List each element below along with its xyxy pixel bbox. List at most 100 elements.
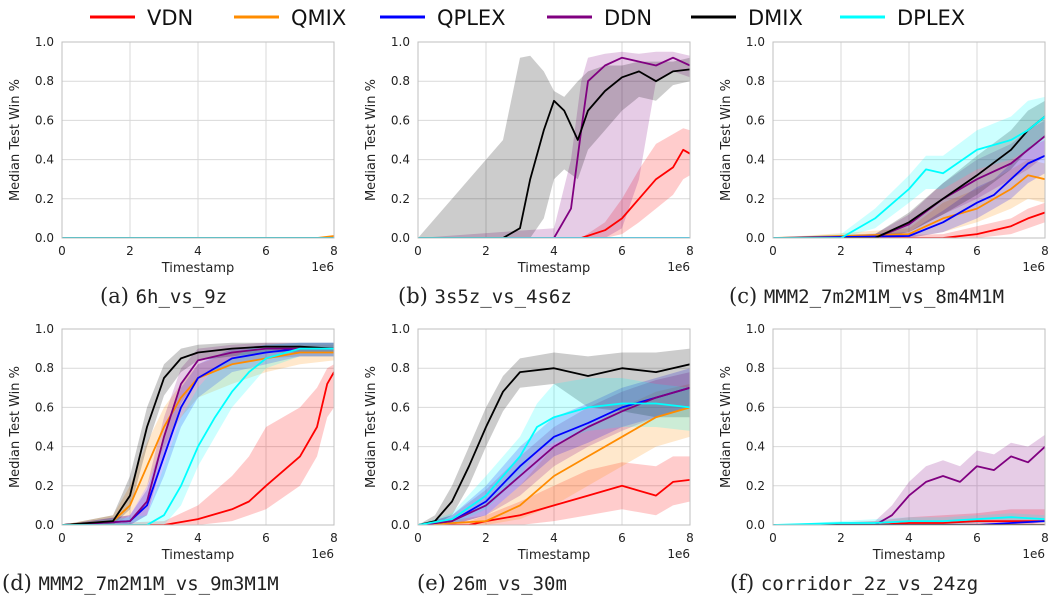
series-line-vdn	[418, 479, 690, 525]
band-qplex	[773, 140, 1045, 238]
plot-frame	[417, 41, 691, 239]
series-line-dmix	[62, 345, 334, 525]
y-tick-label: 0.0	[35, 231, 54, 245]
x-tick-label: 2	[482, 244, 490, 258]
x-tick-label: 2	[482, 531, 490, 545]
legend-label: VDN	[147, 6, 193, 30]
series-line-dplex	[418, 402, 690, 525]
y-tick-label: 0.0	[35, 518, 54, 532]
x-tick-label: 0	[414, 244, 422, 258]
chart-panel-e: 0.0 0.2 0.4 0.6 0.8 1.0 0 2 4 6 8 Timestamp Median T…	[364, 322, 694, 563]
y-tick-label: 0.2	[35, 192, 54, 206]
x-axis-label: Timestamp	[517, 548, 591, 563]
y-tick-label: 1.0	[35, 35, 54, 49]
y-tick-label: 1.0	[391, 322, 410, 336]
series-line-ddn	[773, 445, 1045, 525]
series-line-ddn	[418, 56, 690, 238]
x-tick-label: 8	[330, 531, 338, 545]
y-tick-label: 0.8	[391, 74, 410, 88]
band-dmix	[773, 100, 1045, 238]
y-tick-label: 0.4	[35, 153, 54, 167]
series-line-vdn	[62, 371, 334, 525]
series-line-qmix	[62, 351, 334, 525]
x-tick-label: 6	[973, 244, 981, 258]
caption-a-label: (a)	[100, 284, 129, 308]
x-tick-label: 4	[550, 531, 558, 545]
legend-label: QMIX	[291, 6, 346, 30]
x-tick-label: 8	[330, 244, 338, 258]
x-tick-label: 0	[58, 531, 66, 545]
y-axis-label: Median Test Win %	[719, 79, 734, 201]
plot-frame	[417, 328, 691, 526]
plot-frame	[772, 41, 1046, 239]
plot-area	[62, 235, 334, 238]
caption-a-map: 6h_vs_9z	[135, 286, 228, 308]
series-line-dmix	[418, 68, 690, 238]
plot-area	[773, 96, 1045, 238]
legend-item-vdn: VDN	[90, 6, 193, 30]
series-line-qplex	[418, 386, 690, 525]
series-line-vdn	[773, 520, 1045, 525]
y-tick-label: 1.0	[746, 35, 765, 49]
x-tick-label: 2	[126, 244, 134, 258]
chart-panel-c: 0.0 0.2 0.4 0.6 0.8 1.0 0 2 4 6 8 Timestamp Median T…	[719, 35, 1049, 276]
x-tick-label: 2	[126, 531, 134, 545]
band-ddn	[418, 51, 690, 238]
band-dmix	[418, 55, 690, 238]
y-axis-label: Median Test Win %	[719, 366, 734, 488]
x-axis-multiplier: 1e6	[667, 260, 690, 274]
x-tick-label: 8	[686, 531, 694, 545]
y-tick-label: 0.6	[35, 113, 54, 127]
caption-d-label: (d)	[2, 571, 32, 595]
plot-area	[773, 434, 1045, 525]
caption-c-map: MMM2_7m2M1M_vs_8m4M1M	[763, 286, 1005, 308]
y-tick-label: 0.8	[746, 74, 765, 88]
y-tick-label: 0.8	[746, 361, 765, 375]
y-tick-label: 0.6	[391, 113, 410, 127]
caption-a: (a) 6h_vs_9z	[100, 284, 227, 308]
caption-c: (c) MMM2_7m2M1M_vs_8m4M1M	[729, 284, 1004, 308]
x-axis-multiplier: 1e6	[311, 260, 334, 274]
series-line-dmix	[418, 363, 690, 525]
x-axis-label: Timestamp	[161, 548, 235, 563]
x-tick-label: 8	[1041, 244, 1049, 258]
x-tick-label: 0	[58, 244, 66, 258]
x-tick-label: 6	[618, 531, 626, 545]
series-line-qmix	[62, 235, 334, 238]
caption-f: (f) corridor_2z_vs_24zg	[730, 571, 978, 595]
x-tick-label: 6	[618, 244, 626, 258]
legend-item-ddn: DDN	[547, 6, 652, 30]
y-tick-label: 0.6	[35, 400, 54, 414]
x-axis-multiplier: 1e6	[1022, 547, 1045, 561]
y-axis-label: Median Test Win %	[8, 79, 23, 201]
y-tick-label: 0.0	[746, 231, 765, 245]
y-tick-label: 0.2	[746, 479, 765, 493]
caption-e: (e) 26m_vs_30m	[417, 571, 567, 595]
series-line-vdn	[773, 211, 1045, 238]
y-tick-label: 0.2	[35, 479, 54, 493]
y-tick-label: 0.2	[391, 479, 410, 493]
band-vdn	[773, 202, 1045, 238]
series-line-ddn	[418, 386, 690, 525]
series-line-ddn	[62, 347, 334, 525]
legend-label: DDN	[604, 6, 652, 30]
series-line-qmix	[418, 406, 690, 525]
chart-panel-f: 0.0 0.2 0.4 0.6 0.8 1.0 0 2 4 6 8 Timestamp Median T…	[719, 322, 1049, 563]
chart-panel-d: 0.0 0.2 0.4 0.6 0.8 1.0 0 2 4 6 8 Timestamp Median T…	[8, 322, 338, 563]
plot-frame	[772, 328, 1046, 526]
x-axis-label: Timestamp	[872, 548, 946, 563]
x-axis-multiplier: 1e6	[311, 547, 334, 561]
x-axis-label: Timestamp	[517, 261, 591, 276]
y-tick-label: 1.0	[391, 35, 410, 49]
band-vdn	[418, 456, 690, 525]
x-axis-multiplier: 1e6	[667, 547, 690, 561]
legend-item-dplex: DPLEX	[840, 6, 965, 30]
y-tick-label: 0.6	[391, 400, 410, 414]
plot-frame	[61, 328, 335, 526]
x-tick-label: 2	[837, 531, 845, 545]
y-tick-label: 0.6	[746, 400, 765, 414]
series-line-dplex	[773, 516, 1045, 525]
band-ddn	[418, 372, 690, 525]
y-tick-label: 0.8	[35, 74, 54, 88]
